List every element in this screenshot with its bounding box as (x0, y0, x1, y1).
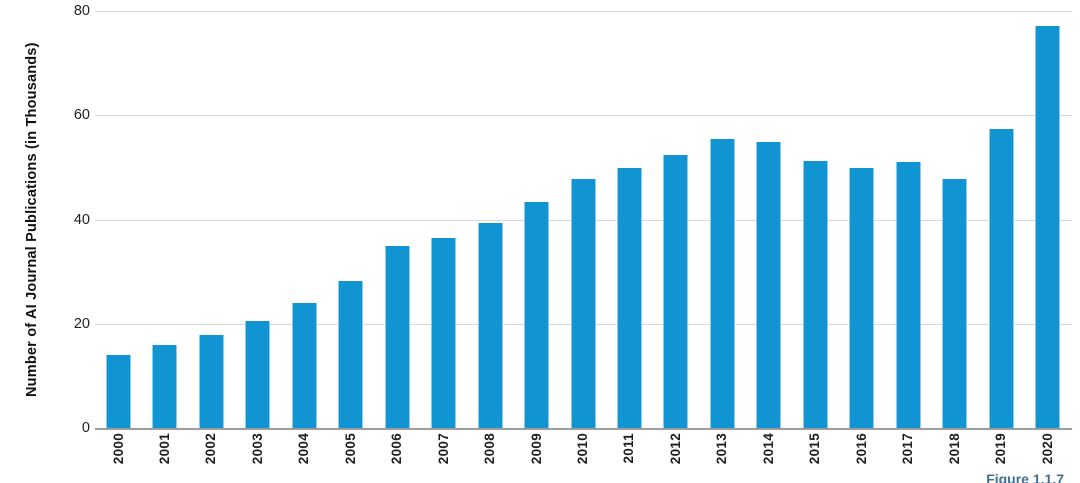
bar-2010 (570, 179, 596, 428)
bar-2015 (802, 161, 828, 428)
y-tick-label-40: 40 (73, 211, 90, 228)
bar-2002 (198, 335, 224, 428)
bar-2000 (106, 355, 131, 428)
x-tick-label-2004: 2004 (296, 433, 312, 465)
x-tick-label-2009: 2009 (528, 433, 544, 465)
x-tick-label-2001: 2001 (156, 433, 172, 465)
bar-2013 (709, 139, 735, 428)
x-tick-label-2000: 2000 (110, 433, 126, 465)
x-tick-label-2018: 2018 (946, 433, 962, 465)
y-tick-label-0: 0 (81, 420, 90, 436)
bar-2011 (616, 168, 642, 428)
figure-caption: Figure 1.1.7 (986, 471, 1064, 483)
x-tick-label-2003: 2003 (249, 433, 265, 465)
x-tick-label-2007: 2007 (435, 433, 451, 465)
bar-2014 (756, 142, 782, 428)
x-tick-label-2013: 2013 (714, 433, 730, 465)
bar-2008 (477, 223, 503, 428)
x-tick-label-2005: 2005 (342, 433, 358, 465)
bar-2007 (431, 238, 457, 428)
bar-2004 (291, 303, 317, 428)
x-tick-label-2014: 2014 (760, 433, 776, 465)
x-tick-label-2008: 2008 (482, 433, 498, 465)
x-tick-label-2011: 2011 (621, 433, 637, 464)
x-tick-label-2017: 2017 (900, 433, 916, 465)
y-tick-label-60: 60 (73, 107, 90, 124)
bar-2003 (245, 321, 271, 428)
bar-2005 (338, 281, 364, 428)
bar-2017 (895, 162, 921, 428)
bar-2019 (988, 129, 1014, 428)
x-tick-label-2019: 2019 (993, 433, 1009, 465)
gridline-80 (95, 11, 1072, 12)
x-tick-label-2015: 2015 (807, 433, 823, 465)
x-axis-line (95, 428, 1072, 430)
bar-2016 (849, 168, 875, 428)
x-tick-label-2012: 2012 (667, 433, 683, 465)
bar-2018 (942, 179, 968, 428)
bar-2001 (152, 345, 178, 428)
x-tick-label-2002: 2002 (203, 433, 219, 465)
x-tick-label-2016: 2016 (853, 433, 869, 465)
bar-2020 (1035, 26, 1060, 428)
plot-area (95, 11, 1072, 430)
bar-2009 (524, 202, 550, 428)
bar-2006 (384, 246, 410, 428)
y-tick-label-80: 80 (73, 3, 90, 19)
bar-2012 (663, 155, 689, 428)
x-tick-label-2020: 2020 (1039, 433, 1055, 465)
x-tick-label-2006: 2006 (389, 433, 405, 465)
x-tick-label-2010: 2010 (575, 433, 590, 465)
y-tick-label-20: 20 (73, 315, 90, 332)
gridline-60 (95, 115, 1072, 117)
